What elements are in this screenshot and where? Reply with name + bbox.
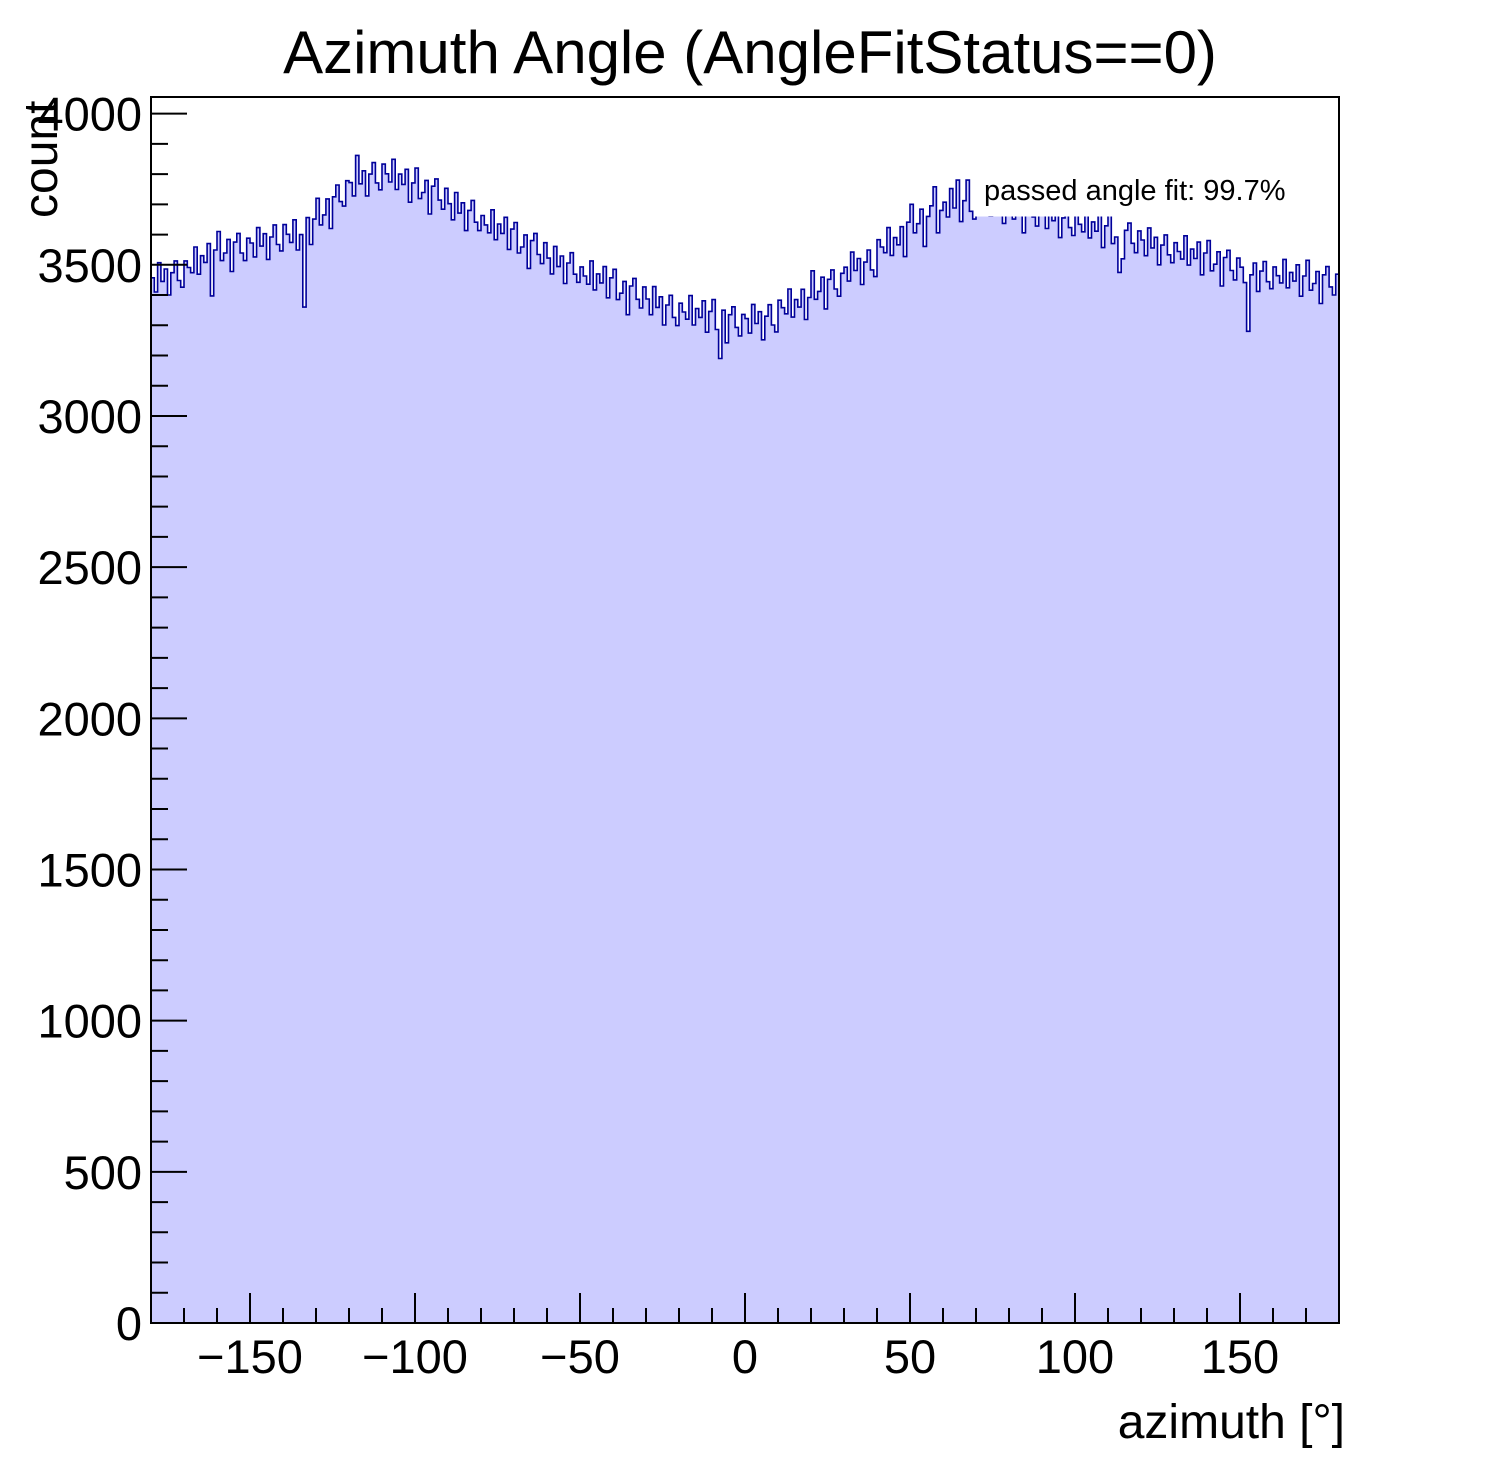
axis-tick-labels: −150 −100 −50 0 50 100 15005001000150020002500… <box>37 88 1279 1383</box>
plot-layers: −150 −100 −50 0 50 100 15005001000150020002500… <box>37 88 1340 1383</box>
y-axis-title: count <box>15 101 68 218</box>
x-tick-label: 100 <box>1036 1330 1114 1383</box>
x-tick-label: 50 <box>884 1330 936 1383</box>
x-tick-label: −150 <box>197 1330 303 1383</box>
y-tick-label: 4000 <box>37 88 142 141</box>
y-tick-label: 1500 <box>37 843 142 896</box>
chart-title: Azimuth Angle (AngleFitStatus==0) <box>283 19 1217 86</box>
annotation-text: passed angle fit: 99.7% <box>984 175 1285 207</box>
x-axis-title: azimuth [°] <box>1118 1396 1345 1449</box>
x-tick-label: 0 <box>732 1330 758 1383</box>
x-tick-label: 150 <box>1201 1330 1279 1383</box>
histogram-series <box>150 154 1340 1324</box>
y-tick-label: 3500 <box>37 239 142 292</box>
y-tick-label: 2000 <box>37 692 142 745</box>
axis-ticks <box>150 112 1340 1324</box>
y-tick-label: 500 <box>64 1146 142 1199</box>
y-tick-label: 2500 <box>37 541 142 594</box>
y-tick-label: 3000 <box>37 390 142 443</box>
annotation-background <box>974 148 1338 217</box>
x-tick-label: −50 <box>540 1330 620 1383</box>
y-tick-label: 0 <box>116 1297 142 1350</box>
x-tick-label: −100 <box>362 1330 468 1383</box>
y-tick-label: 1000 <box>37 995 142 1048</box>
